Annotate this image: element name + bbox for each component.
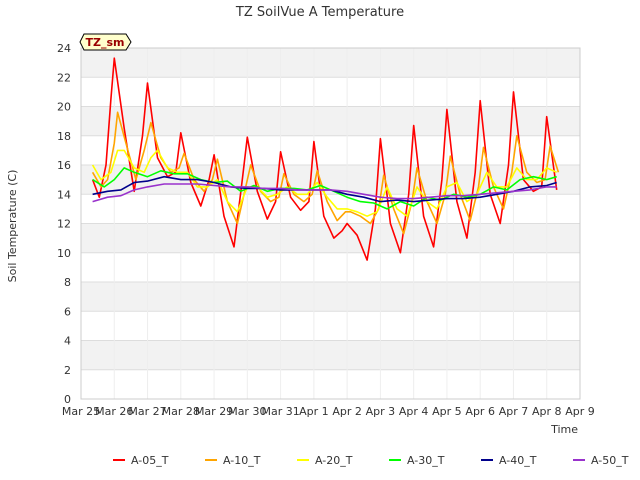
annotation-tag: TZ_sm bbox=[79, 33, 132, 51]
legend-item: A-50_T bbox=[573, 454, 629, 467]
y-tick-label: 2 bbox=[64, 364, 71, 377]
y-tick-label: 20 bbox=[57, 101, 71, 114]
annotation-box bbox=[79, 33, 132, 51]
x-tick-label: Apr 5 bbox=[432, 405, 462, 418]
x-tick-label: Apr 8 bbox=[532, 405, 562, 418]
y-tick-label: 4 bbox=[64, 335, 71, 348]
legend-item: A-20_T bbox=[297, 454, 353, 467]
y-tick-label: 10 bbox=[57, 247, 71, 260]
y-tick-label: 24 bbox=[57, 42, 71, 55]
legend-label: A-05_T bbox=[131, 454, 169, 467]
y-tick-label: 8 bbox=[64, 276, 71, 289]
x-tick-label: Mar 29 bbox=[195, 405, 233, 418]
x-tick-label: Mar 31 bbox=[261, 405, 299, 418]
y-tick-label: 18 bbox=[57, 130, 71, 143]
x-tick-label: Mar 27 bbox=[128, 405, 166, 418]
legend-label: A-10_T bbox=[223, 454, 261, 467]
x-tick-label: Apr 3 bbox=[366, 405, 396, 418]
series-line-a-05-t bbox=[91, 57, 558, 261]
plot-band bbox=[81, 340, 580, 370]
y-tick-label: 12 bbox=[57, 218, 71, 231]
chart-title: TZ SoilVue A Temperature bbox=[235, 5, 404, 20]
x-axis-label: Time bbox=[550, 423, 578, 436]
legend-label: A-50_T bbox=[591, 454, 629, 467]
x-tick-label: Apr 6 bbox=[465, 405, 495, 418]
series-layer bbox=[91, 57, 560, 261]
legend-item: A-40_T bbox=[481, 454, 537, 467]
plot-frame bbox=[80, 47, 581, 400]
x-tick-label: Apr 9 bbox=[565, 405, 595, 418]
plot-band bbox=[81, 106, 580, 136]
legend-item: A-10_T bbox=[205, 454, 261, 467]
x-tick-label: Apr 1 bbox=[299, 405, 329, 418]
legend-label: A-40_T bbox=[499, 454, 537, 467]
y-tick-label: 22 bbox=[57, 71, 71, 84]
plot-band bbox=[81, 282, 580, 312]
legend-label: A-30_T bbox=[407, 454, 445, 467]
x-tick-label: Mar 26 bbox=[95, 405, 133, 418]
x-tick-label: Mar 28 bbox=[162, 405, 200, 418]
legend-label: A-20_T bbox=[315, 454, 353, 467]
y-tick-label: 0 bbox=[64, 393, 71, 406]
legend-item: A-05_T bbox=[113, 454, 169, 467]
y-tick-label: 16 bbox=[57, 159, 71, 172]
y-tick-label: 14 bbox=[57, 188, 71, 201]
annotation-label: TZ_sm bbox=[86, 36, 125, 49]
series-line-a-50-t bbox=[92, 183, 557, 203]
legend: A-05_T A-10_T A-20_T A-30_T A-40_T A-50_T bbox=[113, 454, 629, 467]
plot-band bbox=[81, 223, 580, 253]
y-axis-label: Soil Temperature (C) bbox=[6, 170, 19, 283]
x-tick-label: Mar 25 bbox=[62, 405, 100, 418]
plot-band bbox=[81, 48, 580, 78]
y-tick-label: 6 bbox=[64, 305, 71, 318]
x-tick-label: Mar 30 bbox=[228, 405, 266, 418]
x-tick-label: Apr 2 bbox=[332, 405, 362, 418]
x-tick-label: Apr 7 bbox=[499, 405, 529, 418]
x-tick-label: Apr 4 bbox=[399, 405, 429, 418]
legend-item: A-30_T bbox=[389, 454, 445, 467]
